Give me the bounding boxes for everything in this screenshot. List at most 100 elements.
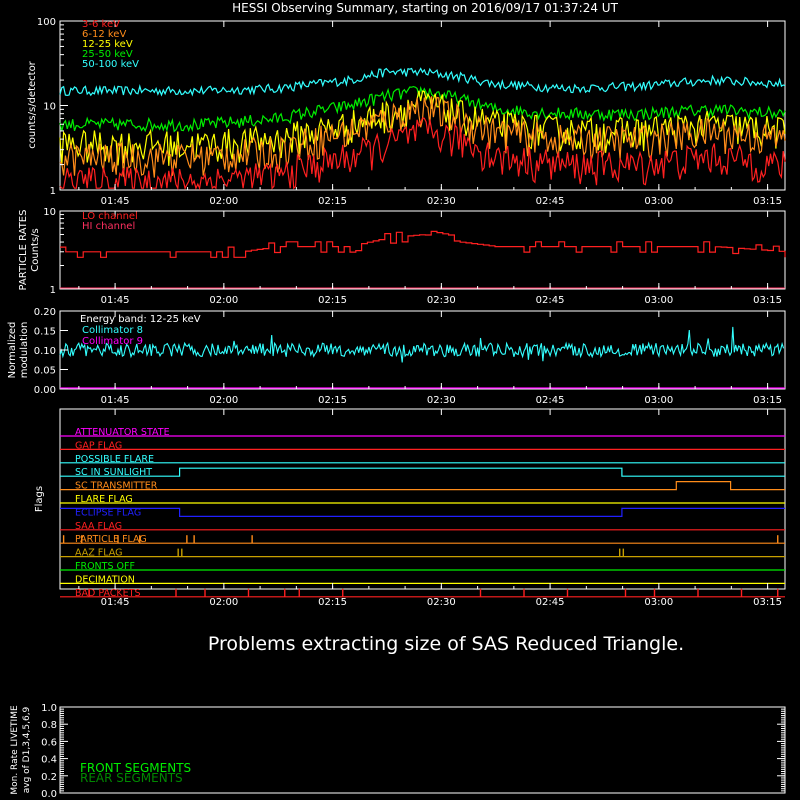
x-tick-label: 02:15	[318, 395, 347, 406]
livetime-y-ticks: 0.0 0.2 0.4 0.6 0.8 1.0	[41, 703, 785, 800]
series-50-100-keV-line	[59, 67, 786, 97]
modulation-x-ticks: 01:45 02:00 02:15 02:30 02:45 03:00 03:15	[78, 311, 782, 406]
modulation-panel: 0.00 0.05 0.10 0.15 0.20 01:45 02:00 02:15 02:3…	[7, 307, 786, 406]
lo-channel-line	[60, 230, 786, 258]
x-tick-label: 02:45	[536, 196, 565, 207]
particle-rate-y-ticks: 1 10	[43, 207, 68, 296]
flag-label: POSSIBLE FLARE	[75, 454, 154, 465]
livetime-ylabel-1: Mon. Rate LIVETIME	[10, 705, 20, 795]
x-tick-label: 02:30	[427, 395, 456, 406]
y-tick-label: 0.0	[41, 789, 57, 800]
flag-label: SAA FLAG	[75, 521, 122, 532]
y-tick-label: 100	[37, 17, 56, 28]
y-tick-label: 0.6	[41, 737, 57, 748]
flag-label: BAD PACKETS	[75, 588, 141, 599]
y-tick-label: 0.8	[41, 720, 57, 731]
x-tick-label: 01:45	[101, 395, 130, 406]
x-tick-label: 03:15	[753, 395, 782, 406]
y-tick-label: 0.15	[34, 327, 56, 338]
legend-entry: 3-6 keV	[82, 19, 120, 30]
flag-lines: ATTENUATOR STATE GAP FLAG POSSIBLE FLARE SC…	[60, 427, 785, 599]
x-tick-label: 02:45	[536, 597, 565, 608]
modulation-lines	[59, 326, 785, 389]
flag-label: ATTENUATOR STATE	[75, 427, 170, 438]
y-tick-label: 0.10	[34, 346, 56, 357]
x-tick-label: 03:00	[644, 395, 673, 406]
y-tick-label: 10	[43, 207, 56, 218]
legend-entry: HI channel	[82, 221, 135, 232]
x-tick-label: 03:15	[753, 295, 782, 306]
y-tick-label: 0.05	[34, 366, 56, 377]
livetime-minor-ticks	[60, 708, 785, 792]
x-tick-label: 02:00	[209, 395, 238, 406]
particle-rate-lines	[60, 230, 786, 289]
flag-label: DECIMATION	[75, 574, 135, 585]
x-tick-label: 02:15	[318, 597, 347, 608]
flag-label: GAP FLAG	[75, 440, 122, 451]
legend-entry: LO channel	[82, 211, 138, 222]
flags-x-ticks: 01:45 02:00 02:15 02:30 02:45 03:00 03:15	[78, 409, 782, 608]
modulation-ylabel-1: Normalized	[7, 322, 18, 379]
energy-band-annotation: Energy band: 12-25 keV	[80, 314, 201, 325]
particle-rate-ylabel-1: PARTICLE RATES	[18, 210, 29, 291]
y-tick-label: 0.00	[34, 385, 56, 396]
y-tick-label: 0.4	[41, 755, 57, 766]
flag-label: SC IN SUNLIGHT	[75, 467, 152, 478]
series-3-6-keV-line	[59, 117, 786, 191]
x-tick-label: 03:00	[644, 196, 673, 207]
x-tick-label: 01:45	[101, 196, 130, 207]
modulation-y-ticks: 0.00 0.05 0.10 0.15 0.20	[34, 307, 68, 396]
count-rate-panel: 1 10 100 01:45 02:00 02:15 02:30 02:45 03:00 03:…	[27, 17, 786, 207]
x-tick-label: 02:45	[536, 395, 565, 406]
flag-label: FRONTS OFF	[75, 561, 135, 572]
count-rate-x-ticks: 01:45 02:00 02:15 02:30 02:45 03:00 03:15	[78, 21, 782, 207]
count-rate-y-ticks: 1 10 100	[37, 17, 68, 197]
legend-entry: Collimator 9	[82, 336, 143, 347]
flag-line	[60, 481, 785, 491]
x-tick-label: 02:15	[318, 196, 347, 207]
flag-label: FLARE FLAG	[75, 494, 133, 505]
y-tick-label: 1	[50, 186, 56, 197]
x-tick-label: 02:00	[209, 597, 238, 608]
flag-label: SC TRANSMITTER	[75, 481, 158, 492]
particle-rate-x-ticks: 01:45 02:00 02:15 02:30 02:45 03:00 03:15	[78, 211, 782, 306]
x-tick-label: 02:30	[427, 597, 456, 608]
x-tick-label: 03:15	[753, 196, 782, 207]
legend-entry: 50-100 keV	[82, 59, 139, 70]
x-tick-label: 02:00	[209, 196, 238, 207]
flag-label: PARTICLE FLAG	[75, 534, 147, 545]
flag-label: AAZ FLAG	[75, 548, 122, 559]
flags-ylabel: Flags	[34, 486, 45, 512]
legend-entry: 6-12 keV	[82, 29, 126, 40]
legend-entry: 12-25 keV	[82, 39, 133, 50]
figure-title: HESSI Observing Summary, starting on 201…	[232, 1, 618, 15]
flags-panel: ATTENUATOR STATE GAP FLAG POSSIBLE FLARE SC…	[34, 408, 786, 608]
legend-entry: REAR SEGMENTS	[80, 771, 183, 785]
x-tick-label: 02:45	[536, 295, 565, 306]
x-tick-label: 02:30	[427, 196, 456, 207]
legend-entry: Collimator 8	[82, 325, 143, 336]
legend-entry: 25-50 keV	[82, 49, 133, 60]
flag-line	[60, 507, 785, 517]
x-tick-label: 02:30	[427, 295, 456, 306]
particle-rate-ylabel-2: Counts/s	[30, 228, 41, 272]
x-tick-label: 03:15	[753, 597, 782, 608]
modulation-ylabel-2: modulation	[19, 322, 30, 379]
count-rate-ylabel: counts/s/detector	[27, 60, 38, 148]
particle-rate-panel: 110 01:45 02:00 02:15 02:30 02:45 03:00 03:15 …	[18, 207, 786, 306]
flags-frame	[59, 408, 786, 590]
series-12-25-keV-line	[59, 90, 786, 166]
flag-label: ECLIPSE FLAG	[75, 507, 141, 518]
sas-message: Problems extracting size of SAS Reduced …	[208, 633, 684, 655]
y-tick-label: 0.20	[34, 307, 56, 318]
y-tick-label: 1	[50, 285, 56, 296]
x-tick-label: 03:00	[644, 295, 673, 306]
x-tick-label: 02:15	[318, 295, 347, 306]
x-tick-label: 01:45	[101, 295, 130, 306]
